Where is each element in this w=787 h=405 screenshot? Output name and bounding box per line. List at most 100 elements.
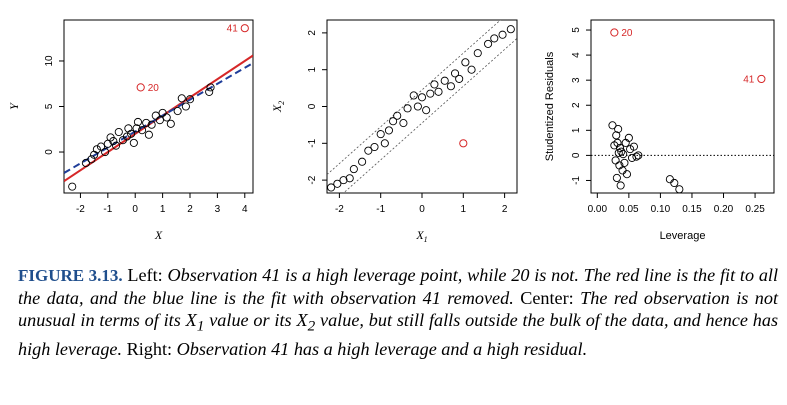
data-point	[467, 65, 476, 74]
x-axis-label: Leverage	[660, 230, 706, 242]
y-tick-label: 0	[307, 103, 318, 109]
plot-area	[591, 28, 774, 193]
x-tick-label: 0	[132, 204, 138, 215]
data-point	[181, 102, 190, 111]
caption-right: Right:	[126, 338, 173, 359]
y-tick-label: 4	[571, 52, 582, 58]
data-point	[422, 106, 431, 115]
data-point	[124, 124, 133, 133]
data-point	[620, 158, 629, 167]
caption-text-1: Observation 41 is a high leverage point,…	[18, 265, 779, 308]
y-tick-label: 2	[571, 102, 582, 108]
highlight-point	[136, 83, 145, 92]
data-point	[147, 120, 156, 129]
data-point	[205, 87, 214, 96]
data-point	[393, 111, 402, 120]
data-point	[616, 181, 625, 190]
data-point	[473, 49, 482, 58]
data-point	[629, 142, 638, 151]
panel-left-scatter: -2 -1 0 1 2 3 4 0 5 10 X Y 20 41	[7, 19, 254, 242]
y-tick-label: 0	[571, 152, 582, 158]
y-tick-label: -1	[571, 176, 582, 185]
caption-symbol-x2: X2	[296, 310, 316, 335]
data-point	[349, 165, 358, 174]
data-point	[81, 158, 90, 168]
data-point	[461, 58, 470, 67]
data-point	[87, 155, 96, 164]
data-point	[413, 102, 422, 111]
data-point	[166, 119, 175, 128]
data-point	[384, 126, 394, 135]
data-point	[389, 117, 398, 126]
data-point	[665, 175, 674, 184]
data-point	[162, 113, 171, 122]
y-tick-label: -2	[307, 175, 318, 184]
x-tick-label: -1	[376, 204, 385, 215]
x-tick-label: 4	[242, 204, 248, 215]
x-tick-label: 0.10	[651, 204, 671, 215]
data-point	[158, 108, 167, 117]
x-axis-label: X1	[415, 228, 427, 244]
data-point	[399, 119, 408, 128]
x-tick-label: -2	[335, 204, 344, 215]
x-tick-label: 0.15	[682, 204, 702, 215]
data-point	[613, 138, 622, 147]
data-point	[109, 137, 118, 146]
plot-frame	[326, 19, 518, 194]
data-point	[173, 107, 182, 116]
caption-center: Center:	[520, 288, 574, 308]
data-point	[339, 176, 348, 185]
highlight-point	[240, 24, 249, 33]
x-tick-label: 2	[187, 204, 193, 215]
data-point	[490, 34, 499, 43]
caption-symbol-x1: X1	[185, 310, 205, 335]
data-point	[675, 185, 684, 193]
y-tick-label: 3	[571, 77, 582, 83]
data-point	[206, 83, 215, 92]
data-point	[426, 89, 435, 98]
y-axis-label: X2	[270, 101, 286, 113]
data-point	[177, 94, 186, 103]
x-tick-label: 0.05	[619, 204, 639, 215]
data-point	[617, 147, 626, 156]
caption-left: Left:	[127, 265, 163, 285]
data-point	[144, 130, 153, 139]
y-axis-label: Y	[7, 102, 21, 110]
caption-text-3: value or its	[209, 310, 292, 330]
y-tick-label: 0	[44, 149, 55, 155]
data-point	[345, 174, 354, 183]
y-tick-label: 2	[307, 30, 318, 36]
data-point	[380, 139, 389, 148]
figure-caption: FIGURE 3.13. Left: Observation 41 is a h…	[18, 264, 778, 360]
data-point	[92, 145, 101, 154]
data-point	[619, 150, 628, 159]
data-point	[370, 142, 379, 152]
data-point	[622, 170, 632, 179]
data-point	[185, 95, 195, 104]
data-point	[611, 156, 620, 165]
data-point	[358, 157, 367, 166]
x-tick-label: 0.00	[588, 204, 608, 215]
data-point	[127, 129, 136, 138]
caption-text-4: value, but still falls outside the bulk …	[18, 310, 779, 359]
plot-area	[327, 20, 517, 193]
data-point	[506, 25, 515, 34]
reference-line	[342, 38, 517, 193]
highlight-point	[459, 139, 468, 148]
panel-right-scatter: 0.00 0.05 0.10 0.15 0.20 0.25 -1 0 1 2 3 4 5 Leverage…	[544, 19, 775, 242]
y-tick-label: -1	[307, 138, 318, 147]
highlight-label: 41	[227, 24, 239, 35]
data-point	[612, 173, 621, 183]
y-tick-label: 5	[571, 27, 582, 33]
plot-frame	[590, 19, 775, 194]
y-tick-label: 1	[307, 66, 318, 72]
data-point	[151, 111, 160, 120]
data-point	[142, 118, 151, 127]
x-tick-label: -1	[103, 204, 112, 215]
panel-center-scatter: -2 -1 0 1 2 -2 -1 0 1 2 X1 X2	[270, 19, 518, 244]
x-tick-label: 0.20	[714, 204, 734, 215]
data-point	[333, 179, 342, 188]
fit-line-without-41	[64, 62, 253, 174]
data-point	[133, 117, 143, 127]
